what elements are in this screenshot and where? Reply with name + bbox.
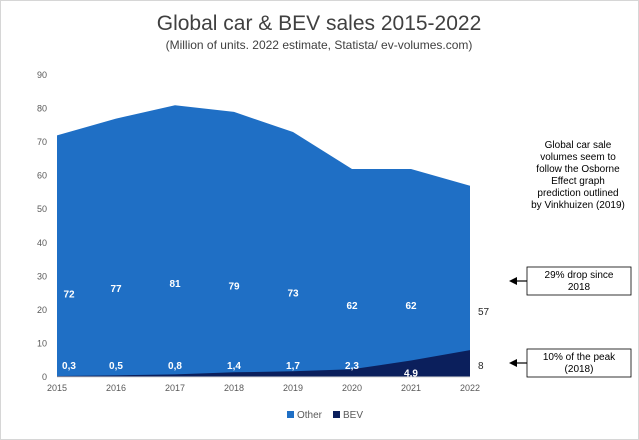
legend-swatch-other [287,411,294,418]
series-bev-area [57,350,470,377]
data-label-bev: 1,7 [286,361,300,372]
y-tick-label: 20 [37,305,47,315]
y-tick-label: 50 [37,204,47,214]
data-label-other: 62 [346,301,358,312]
series-other-area [57,105,470,377]
x-tick-label: 2021 [401,383,421,393]
data-label-other: 79 [228,282,240,293]
osborne-note-line: follow the Osborne [536,164,620,175]
osborne-note-line: Global car sale [545,140,612,151]
x-tick-label: 2016 [106,383,126,393]
data-label-bev: 0,8 [168,361,182,372]
drop-annotation-line: 2018 [568,282,591,293]
y-tick-label: 80 [37,104,47,114]
chart-title: Global car & BEV sales 2015-2022 [157,12,482,35]
drop-annotation-box [526,266,632,296]
chart-subtitle: (Million of units. 2022 estimate, Statis… [166,38,473,52]
legend: Other BEV [287,410,363,421]
drop-annotation-arrow-head [509,277,517,285]
y-tick-label: 40 [37,238,47,248]
y-tick-label: 30 [37,271,47,281]
osborne-note-line: by Vinkhuizen (2019) [531,200,625,211]
osborne-note-line: volumes seem to [540,152,616,163]
data-label-other: 77 [110,284,122,295]
data-label-other: 62 [405,301,417,312]
peak-annotation-box [526,348,632,378]
x-tick-label: 2022 [460,383,480,393]
data-label-other: 72 [63,290,75,301]
drop-annotation-line: 29% drop since [545,270,614,281]
data-label-bev: 2,3 [345,361,359,372]
y-tick-label: 0 [42,372,47,382]
legend-label-bev: BEV [343,410,363,421]
data-label-bev: 8 [478,361,484,372]
data-label-bev: 4,9 [404,369,418,380]
y-tick-label: 10 [37,338,47,348]
peak-annotation-arrow-head [509,359,517,367]
legend-label-other: Other [297,410,323,421]
peak-annotation-line: 10% of the peak [543,352,616,363]
x-tick-label: 2020 [342,383,362,393]
osborne-note-line: prediction outlined [537,188,618,199]
data-label-other: 81 [169,279,181,290]
x-tick-label: 2018 [224,383,244,393]
x-tick-label: 2015 [47,383,67,393]
data-label-other: 73 [287,288,299,299]
plot-area: 0 10 20 30 40 50 60 70 80 90 2015 2016 2017 2018 2019 2… [37,70,490,393]
peak-annotation-line: (2018) [565,364,594,375]
osborne-note-line: Effect graph [551,176,605,187]
data-label-bev: 1,4 [227,361,241,372]
y-tick-label: 90 [37,70,47,80]
data-label-bev: 0,3 [62,361,76,372]
y-tick-label: 70 [37,137,47,147]
x-tick-label: 2019 [283,383,303,393]
legend-swatch-bev [333,411,340,418]
data-label-bev: 0,5 [109,361,123,372]
y-tick-label: 60 [37,171,47,181]
x-tick-label: 2017 [165,383,185,393]
data-label-other: 57 [478,307,490,318]
